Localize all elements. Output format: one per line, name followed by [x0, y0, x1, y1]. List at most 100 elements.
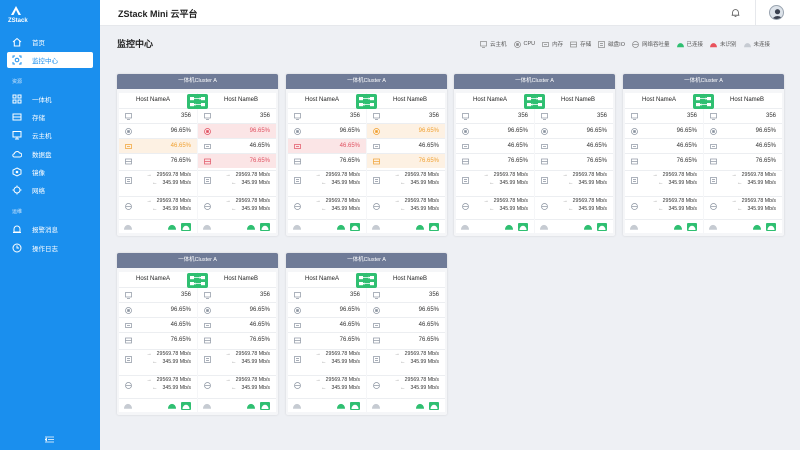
storage-row: 76.65%: [625, 153, 703, 168]
network-upload: → 29569.78 Mb/s: [315, 198, 360, 204]
disconnected-status-icon: [743, 42, 751, 47]
host-panel[interactable]: Host NameA 356 96.65% 46.65% 76.65% → 295…: [625, 93, 703, 233]
vm-count-row: 356: [456, 108, 534, 123]
host-status-badge[interactable]: [350, 223, 360, 231]
network-upload: → 29569.78 Mb/s: [394, 377, 439, 383]
sidebar-item-appliance[interactable]: 一体机: [7, 91, 93, 107]
host-panel[interactable]: Host NameA 356 96.65% 46.65% 76.65% → 295…: [288, 93, 366, 233]
host-name: Host NameA: [472, 97, 507, 103]
sidebar-item-label: 镜像: [32, 170, 45, 177]
cpu-icon: [125, 128, 132, 135]
network-download-value: 345.99 Mb/s: [331, 385, 360, 391]
sidebar-item-data-disk[interactable]: 数据盘: [7, 146, 93, 162]
host-link-icon[interactable]: [187, 94, 208, 109]
sidebar-item-image[interactable]: 镜像: [7, 164, 93, 180]
host-link-icon[interactable]: [693, 94, 714, 109]
host-panel[interactable]: Host NameB 356 96.65% 46.65% 76.65% → 295…: [535, 93, 613, 233]
host-status-badge[interactable]: [687, 223, 697, 231]
host-name: Host NameA: [135, 97, 170, 103]
user-avatar[interactable]: [769, 5, 784, 20]
cluster-card[interactable]: 一体机Cluster A Host NameA 356 96.65% 46.65…: [117, 74, 278, 236]
notification-bell-icon[interactable]: [730, 7, 741, 18]
app-title: ZStack Mini 云平台: [118, 9, 198, 19]
vm-count-icon: [125, 113, 132, 120]
vm-count-icon: [125, 292, 132, 299]
disk-io-row: → 29569.78 Mb/s ← 345.99 Mb/s: [625, 170, 703, 188]
host-status-badge[interactable]: [181, 402, 191, 410]
cluster-card[interactable]: 一体机Cluster A Host NameA 356 96.65% 46.65…: [454, 74, 615, 236]
sidebar-item-label: 首页: [32, 40, 45, 47]
cluster-card[interactable]: 一体机Cluster A Host NameA 356 96.65% 46.65…: [286, 253, 447, 415]
legend-memory: 内存: [542, 40, 563, 48]
disk-io-row: → 29569.78 Mb/s ← 345.99 Mb/s: [535, 170, 613, 188]
host-link-icon[interactable]: [524, 94, 545, 109]
cluster-card[interactable]: 一体机Cluster A Host NameA 356 96.65% 46.65…: [623, 74, 784, 236]
host-name: Host NameA: [304, 276, 339, 282]
zstack-logo[interactable]: ZStack: [8, 5, 38, 31]
vm-count-value: 356: [349, 113, 360, 119]
host-status-badge[interactable]: [518, 223, 528, 231]
host-status-badge[interactable]: [766, 223, 776, 231]
cluster-card[interactable]: 一体机Cluster A Host NameA 356 96.65% 46.65…: [117, 253, 278, 415]
memory-value: 46.65%: [507, 143, 528, 149]
network-upload-value: 29569.78 Mb/s: [156, 377, 191, 383]
cluster-card[interactable]: 一体机Cluster A Host NameA 356 96.65% 46.65…: [286, 74, 447, 236]
user-icon: [772, 9, 783, 19]
host-panel[interactable]: Host NameB 356 96.65% 46.65% 76.65% → 295…: [367, 93, 445, 233]
network-icon: [12, 185, 22, 195]
storage-row: 76.65%: [367, 332, 445, 347]
disk-io-icon: [541, 177, 548, 184]
status-footer: [119, 219, 197, 233]
host-status-badge[interactable]: [350, 402, 360, 410]
host-panel[interactable]: Host NameB 356 96.65% 46.65% 76.65% → 295…: [198, 93, 276, 233]
disk-io-download: ← 345.99 Mb/s: [489, 180, 528, 186]
host-status-badge[interactable]: [260, 402, 270, 410]
memory-row: 46.65%: [119, 317, 197, 332]
disk-io-icon: [294, 356, 301, 363]
host-status-badge[interactable]: [181, 223, 191, 231]
host-panel[interactable]: Host NameA 356 96.65% 46.65% 76.65% → 295…: [456, 93, 534, 233]
collapse-menu-icon[interactable]: [45, 436, 54, 443]
cpu-icon: [294, 307, 301, 314]
sidebar-item-storage[interactable]: 存储: [7, 109, 93, 125]
host-panel[interactable]: Host NameA 356 96.65% 46.65% 76.65% → 295…: [119, 272, 197, 412]
network-upload-value: 29569.78 Mb/s: [325, 377, 360, 383]
host-panel[interactable]: Host NameA 356 96.65% 46.65% 76.65% → 295…: [288, 272, 366, 412]
host-name: Host NameA: [135, 276, 170, 282]
storage-value: 76.65%: [418, 337, 439, 343]
memory-icon: [125, 322, 132, 329]
host-panel[interactable]: Host NameB 356 96.65% 46.65% 76.65% → 295…: [367, 272, 445, 412]
sidebar-item-alarms[interactable]: 报警消息: [7, 221, 93, 237]
sidebar-item-network[interactable]: 网络: [7, 182, 93, 198]
host-panel[interactable]: Host NameB 356 96.65% 46.65% 76.65% → 295…: [704, 93, 782, 233]
sidebar-item-vm[interactable]: 云主机: [7, 127, 93, 143]
host-status-badge[interactable]: [260, 223, 270, 231]
host-status-badge[interactable]: [597, 223, 607, 231]
vm-count-row: 356: [119, 108, 197, 123]
status-footer: [456, 219, 534, 233]
disk-io-icon: [462, 177, 469, 184]
cpu-value: 96.65%: [339, 128, 360, 134]
monitor-icon: [12, 55, 22, 65]
disk-io-upload: → 29569.78 Mb/s: [315, 351, 360, 357]
host-link-icon[interactable]: [356, 273, 377, 288]
host-status-badge[interactable]: [429, 402, 439, 410]
vm-count-value: 356: [259, 113, 270, 119]
sidebar-item-home[interactable]: 首页: [7, 34, 93, 50]
host-panel[interactable]: Host NameB 356 96.65% 46.65% 76.65% → 295…: [198, 272, 276, 412]
host-panel[interactable]: Host NameA 356 96.65% 46.65% 76.65% → 295…: [119, 93, 197, 233]
host-link-icon[interactable]: [187, 273, 208, 288]
host-status-badge[interactable]: [429, 223, 439, 231]
cpu-value: 96.65%: [339, 307, 360, 313]
cluster-title: 一体机Cluster A: [117, 74, 278, 89]
legend-label: 存储: [580, 42, 592, 48]
disk-io-upload: → 29569.78 Mb/s: [731, 172, 776, 178]
disk-io-upload: → 29569.78 Mb/s: [146, 351, 191, 357]
sidebar-item-label: 报警消息: [32, 227, 58, 234]
storage-row: 76.65%: [288, 153, 366, 168]
sidebar-item-monitoring[interactable]: 监控中心: [7, 52, 93, 68]
host-link-icon[interactable]: [356, 94, 377, 109]
disk-io-icon: [373, 356, 380, 363]
vm-count-icon: [631, 113, 638, 120]
sidebar-item-logs[interactable]: 操作日志: [7, 240, 93, 256]
